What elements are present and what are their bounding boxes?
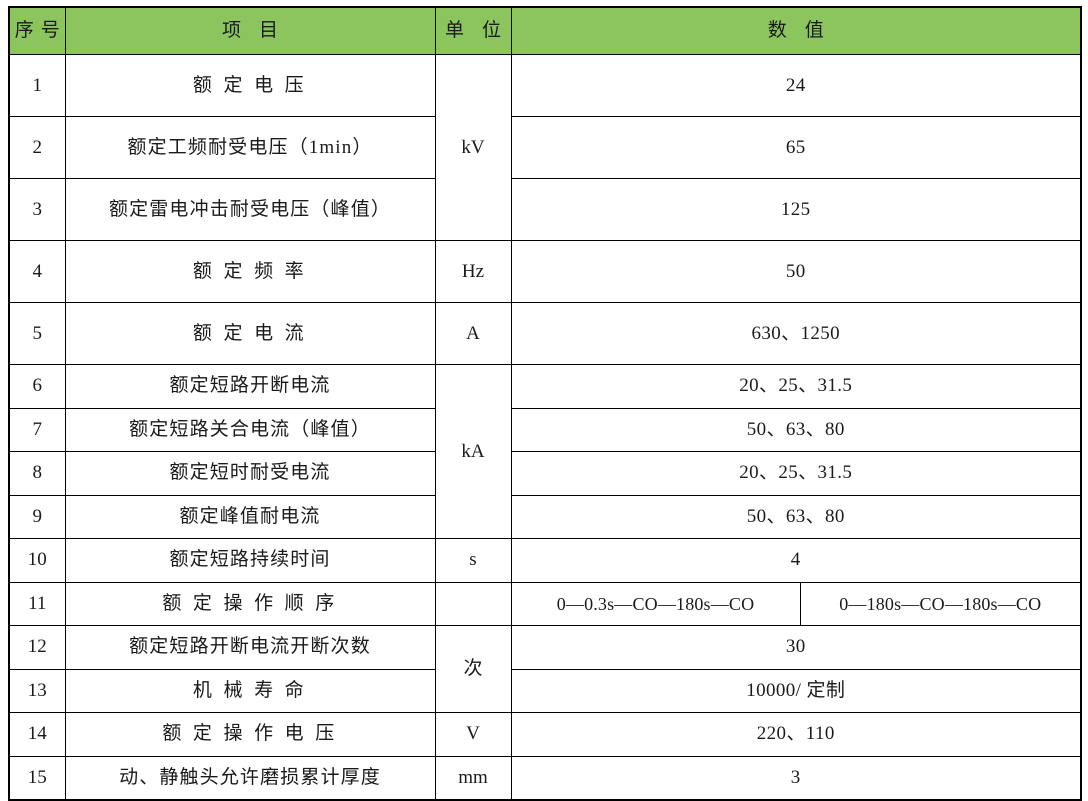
row-value: 50、63、80 bbox=[510, 407, 1082, 452]
row-number: 14 bbox=[8, 712, 66, 757]
row-unit: kA bbox=[434, 364, 512, 539]
row-item: 额定短路关合电流（峰值） bbox=[64, 407, 436, 452]
row-number: 1 bbox=[8, 54, 66, 117]
table-row: 7 额定短路关合电流（峰值） 50、63、80 bbox=[8, 407, 1082, 452]
row-item: 额定短路持续时间 bbox=[64, 538, 436, 583]
table-row: 11 额 定 操 作 顺 序 0—0.3s—CO—180s—CO 0—180s—… bbox=[8, 581, 1082, 626]
row-value: 4 bbox=[510, 538, 1082, 583]
table-header: 序 号 项 目 单 位 数 值 bbox=[8, 6, 1082, 55]
row-number: 3 bbox=[8, 178, 66, 241]
specification-table: 序 号 项 目 单 位 数 值 1 额 定 电 压 kV 24 2 额定工频耐受… bbox=[8, 6, 1082, 801]
row-unit: Hz bbox=[434, 240, 512, 303]
row-value: 20、25、31.5 bbox=[510, 451, 1082, 496]
row-item: 机 械 寿 命 bbox=[64, 668, 436, 713]
table-row: 10 额定短路持续时间 s 4 bbox=[8, 538, 1082, 583]
table-row: 2 额定工频耐受电压（1min） 65 bbox=[8, 116, 1082, 179]
row-value: 20、25、31.5 bbox=[510, 364, 1082, 409]
table-row: 9 额定峰值耐电流 50、63、80 bbox=[8, 494, 1082, 539]
row-value-primary: 0—0.3s—CO—180s—CO bbox=[510, 581, 801, 626]
column-header-unit: 单 位 bbox=[434, 6, 512, 55]
row-item: 额定短路开断电流开断次数 bbox=[64, 625, 436, 670]
column-header-value: 数 值 bbox=[510, 6, 1082, 55]
row-item: 额定雷电冲击耐受电压（峰值） bbox=[64, 178, 436, 241]
row-item: 动、静触头允许磨损累计厚度 bbox=[64, 755, 436, 800]
row-number: 4 bbox=[8, 240, 66, 303]
row-value: 630、1250 bbox=[510, 302, 1082, 365]
row-item: 额 定 操 作 顺 序 bbox=[64, 581, 436, 626]
row-number: 11 bbox=[8, 581, 66, 626]
row-number: 10 bbox=[8, 538, 66, 583]
row-value: 65 bbox=[510, 116, 1082, 179]
specification-table-container: 序 号 项 目 单 位 数 值 1 额 定 电 压 kV 24 2 额定工频耐受… bbox=[8, 6, 1082, 801]
row-unit: 次 bbox=[434, 625, 512, 713]
row-value: 10000/ 定制 bbox=[510, 668, 1082, 713]
row-item: 额定工频耐受电压（1min） bbox=[64, 116, 436, 179]
table-row: 8 额定短时耐受电流 20、25、31.5 bbox=[8, 451, 1082, 496]
table-row: 14 额 定 操 作 电 压 V 220、110 bbox=[8, 712, 1082, 757]
table-row: 15 动、静触头允许磨损累计厚度 mm 3 bbox=[8, 755, 1082, 800]
row-number: 12 bbox=[8, 625, 66, 670]
row-item: 额定短路开断电流 bbox=[64, 364, 436, 409]
row-number: 5 bbox=[8, 302, 66, 365]
table-row: 12 额定短路开断电流开断次数 次 30 bbox=[8, 625, 1082, 713]
table-row: 4 额 定 频 率 Hz 50 bbox=[8, 240, 1082, 303]
row-number: 15 bbox=[8, 755, 66, 800]
table-row: 3 额定雷电冲击耐受电压（峰值） 125 bbox=[8, 178, 1082, 241]
row-number: 8 bbox=[8, 451, 66, 496]
row-item: 额定峰值耐电流 bbox=[64, 494, 436, 539]
row-unit: kV bbox=[434, 54, 512, 241]
row-unit: mm bbox=[434, 755, 512, 800]
row-unit: s bbox=[434, 538, 512, 583]
row-number: 6 bbox=[8, 364, 66, 409]
table-body: 1 额 定 电 压 kV 24 2 额定工频耐受电压（1min） 65 3 额定… bbox=[8, 54, 1082, 800]
row-item: 额 定 操 作 电 压 bbox=[64, 712, 436, 757]
row-number: 9 bbox=[8, 494, 66, 539]
row-value: 30 bbox=[510, 625, 1082, 670]
row-value: 50、63、80 bbox=[510, 494, 1082, 539]
row-unit: V bbox=[434, 712, 512, 757]
column-header-item: 项 目 bbox=[64, 6, 436, 55]
row-unit bbox=[434, 581, 512, 626]
table-row: 13 机 械 寿 命 10000/ 定制 bbox=[8, 668, 1082, 713]
row-value: 3 bbox=[510, 755, 1082, 800]
row-value: 50 bbox=[510, 240, 1082, 303]
row-item: 额定短时耐受电流 bbox=[64, 451, 436, 496]
row-number: 13 bbox=[8, 668, 66, 713]
row-item: 额 定 电 流 bbox=[64, 302, 436, 365]
table-row: 5 额 定 电 流 A 630、1250 bbox=[8, 302, 1082, 365]
table-row: 1 额 定 电 压 kV 24 bbox=[8, 54, 1082, 241]
row-unit: A bbox=[434, 302, 512, 365]
row-item: 额 定 电 压 bbox=[64, 54, 436, 117]
table-header-row: 序 号 项 目 单 位 数 值 bbox=[8, 6, 1082, 55]
row-item: 额 定 频 率 bbox=[64, 240, 436, 303]
table-row: 6 额定短路开断电流 kA 20、25、31.5 bbox=[8, 364, 1082, 539]
row-number: 7 bbox=[8, 407, 66, 452]
row-value-secondary: 0—180s—CO—180s—CO bbox=[799, 581, 1082, 626]
row-number: 2 bbox=[8, 116, 66, 179]
row-value: 24 bbox=[510, 54, 1082, 117]
row-value: 220、110 bbox=[510, 712, 1082, 757]
column-header-no: 序 号 bbox=[8, 6, 66, 55]
row-value: 125 bbox=[510, 178, 1082, 241]
